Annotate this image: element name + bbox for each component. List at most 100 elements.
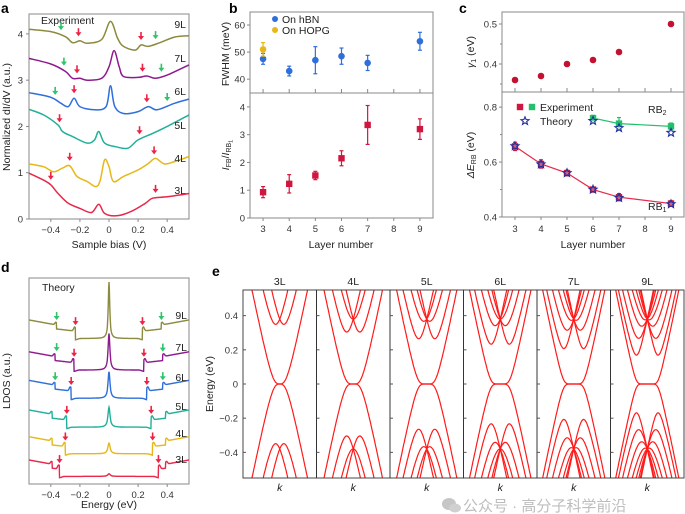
band-line bbox=[402, 428, 451, 478]
y-tick-label: 60 bbox=[234, 21, 245, 32]
red-arrow-marker bbox=[139, 317, 146, 326]
red-arrow-marker bbox=[72, 317, 79, 326]
data-point-fwhm bbox=[312, 46, 319, 75]
band-line bbox=[615, 383, 680, 479]
band-line bbox=[331, 289, 375, 333]
y-tick-label: 40 bbox=[234, 75, 245, 86]
label-part: I bbox=[220, 167, 232, 170]
band-line bbox=[345, 446, 361, 479]
data-point-gamma1 bbox=[615, 48, 623, 56]
legend-marker-theory bbox=[519, 115, 531, 126]
subplot-title-4L: 4L bbox=[347, 276, 359, 288]
legend-label-experiment: Experiment bbox=[540, 102, 593, 114]
y-tick-label: 2 bbox=[240, 158, 245, 169]
layer-label-4L: 4L bbox=[175, 428, 187, 440]
x-tick-label: 5 bbox=[564, 224, 569, 235]
layer-label-6L: 6L bbox=[175, 372, 187, 384]
data-point-intensity-ratio bbox=[259, 186, 267, 199]
label-part: RB bbox=[471, 154, 478, 164]
layer-label-3L: 3L bbox=[174, 185, 186, 197]
layer-label-3L: 3L bbox=[175, 454, 187, 466]
x-tick-label: −0.4 bbox=[41, 225, 60, 236]
k-axis-label: k bbox=[351, 482, 357, 494]
label-part: I bbox=[220, 152, 232, 155]
layer-label-9L: 9L bbox=[175, 310, 187, 322]
band-line bbox=[542, 383, 606, 479]
x-axis-label: Layer number bbox=[561, 239, 626, 251]
data-point-fwhm bbox=[285, 65, 293, 77]
band-line bbox=[345, 289, 361, 322]
label-part: 1 bbox=[663, 207, 667, 214]
data-point-intensity-ratio bbox=[416, 118, 424, 140]
annotation-theory: Theory bbox=[42, 282, 75, 294]
x-tick-label: 0.2 bbox=[131, 225, 144, 236]
ldos-curve-4L bbox=[28, 436, 190, 457]
y-tick-label: 0.2 bbox=[225, 345, 238, 356]
y-tick-label: −0.4 bbox=[219, 448, 238, 459]
red-arrow-marker bbox=[140, 348, 147, 357]
band-line bbox=[557, 447, 590, 479]
label-part: / bbox=[220, 155, 232, 158]
rb1-line bbox=[514, 145, 672, 205]
band-line bbox=[468, 289, 532, 385]
band-line bbox=[474, 423, 527, 479]
green-arrow-marker bbox=[53, 312, 60, 321]
red-arrow-marker bbox=[71, 85, 78, 94]
band-line bbox=[551, 289, 596, 331]
band-line bbox=[271, 289, 289, 321]
x-tick-label: 3 bbox=[260, 224, 265, 235]
y-axis-label: Normalized dI/dV (a.u.) bbox=[1, 63, 13, 171]
band-line bbox=[396, 383, 458, 479]
band-line bbox=[546, 418, 602, 479]
band-line bbox=[402, 290, 451, 340]
layer-label-7L: 7L bbox=[175, 342, 187, 354]
y-tick-label: 4 bbox=[18, 29, 23, 40]
watermark-text: 公众号 · 高分子科学前沿 bbox=[463, 498, 626, 514]
green-arrow-marker bbox=[60, 57, 67, 66]
band-line bbox=[640, 289, 654, 320]
curve-3L bbox=[28, 172, 190, 217]
label-part: RB bbox=[648, 201, 663, 213]
x-tick-label: 7 bbox=[365, 224, 370, 235]
band-line bbox=[323, 289, 384, 385]
band-line bbox=[416, 289, 437, 321]
x-axis-label: Energy (eV) bbox=[81, 499, 137, 511]
subplot-title-7L: 7L bbox=[568, 276, 580, 288]
data-point-gamma1 bbox=[511, 76, 519, 84]
x-tick-label: 0 bbox=[106, 225, 111, 236]
band-line bbox=[340, 448, 366, 479]
layer-label-5L: 5L bbox=[175, 401, 187, 413]
red-arrow-marker bbox=[149, 432, 156, 441]
y-tick-label: −0.2 bbox=[219, 414, 238, 425]
legend-marker-experiment-rb1 bbox=[516, 103, 524, 111]
x-axis-label: Sample bias (V) bbox=[72, 239, 147, 251]
y-tick-label: 0.6 bbox=[484, 158, 497, 169]
y-axis-label: LDOS (a.u.) bbox=[1, 353, 13, 409]
data-point-rb1-theory bbox=[613, 192, 625, 203]
red-arrow-marker bbox=[143, 376, 150, 385]
y-axis-label-intensity-ratio: IFB/IRB1 bbox=[220, 140, 235, 171]
k-axis-label: k bbox=[498, 482, 504, 494]
x-tick-label: 0.2 bbox=[131, 490, 144, 501]
x-tick-label: 8 bbox=[642, 224, 647, 235]
label-part: (eV) bbox=[465, 36, 477, 59]
ldos-curve-5L bbox=[29, 404, 189, 430]
red-arrow-marker bbox=[63, 405, 70, 414]
x-tick-label: 8 bbox=[391, 224, 396, 235]
red-arrow-marker bbox=[62, 432, 69, 441]
wechat-icon bbox=[442, 498, 461, 513]
green-arrow-marker bbox=[158, 63, 165, 72]
data-point-fwhm bbox=[364, 54, 371, 72]
y-axis-label-delta-e-rb: ΔERB (eV) bbox=[465, 132, 478, 180]
band-line bbox=[416, 447, 437, 479]
red-arrow-marker bbox=[47, 171, 54, 180]
red-arrow-marker bbox=[136, 126, 143, 135]
subplot-title-5L: 5L bbox=[421, 276, 433, 288]
layer-label-5L: 5L bbox=[174, 120, 186, 132]
label-part: (eV) bbox=[465, 132, 477, 155]
red-arrow-marker bbox=[71, 348, 78, 357]
data-point-rb1-theory bbox=[665, 198, 677, 209]
band-structure-3L bbox=[251, 289, 309, 479]
band-structure-5L bbox=[396, 289, 458, 479]
legend-label: On hBN bbox=[282, 14, 319, 26]
